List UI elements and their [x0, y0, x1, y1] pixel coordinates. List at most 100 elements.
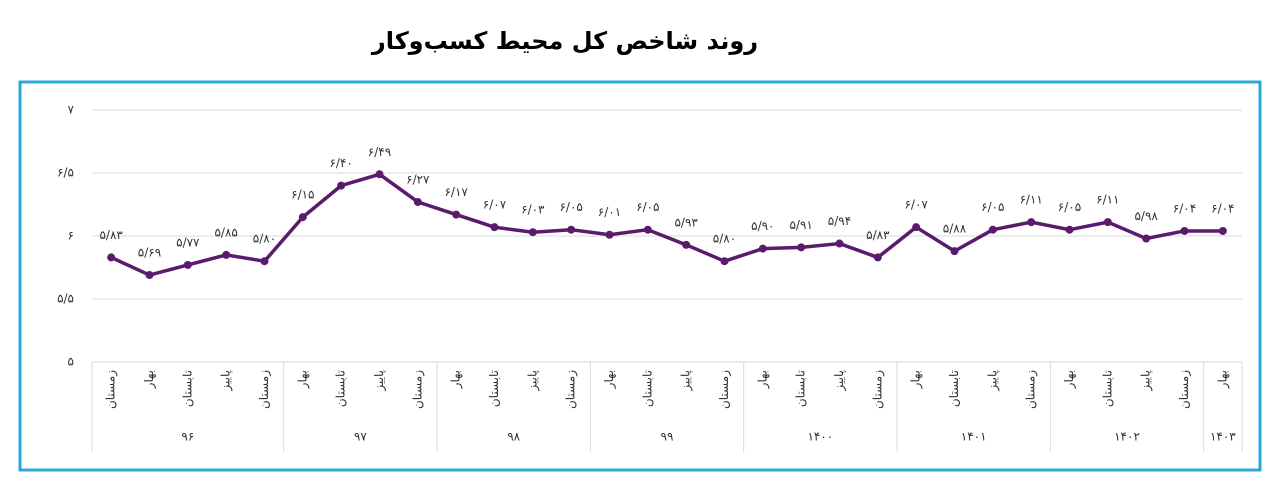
data-point: [797, 243, 806, 252]
data-point: [337, 181, 346, 190]
x-tick-label: بهار: [295, 370, 310, 389]
data-label: ۶/۱۱: [1019, 193, 1042, 207]
group-label: ۹۹: [661, 430, 674, 444]
data-point: [950, 247, 959, 256]
data-label: ۶/۰۷: [904, 198, 928, 212]
x-tick-label: بهار: [142, 370, 157, 389]
data-label: ۶/۱۱: [1096, 193, 1119, 207]
chart-frame: [18, 80, 1262, 472]
data-label: ۵/۸۰: [253, 232, 276, 246]
data-label: ۶/۴۰: [329, 156, 352, 170]
data-label: ۵/۸۳: [99, 228, 123, 242]
data-label: ۵/۸۵: [214, 225, 237, 239]
x-tick-label: پاییز: [832, 370, 847, 392]
data-label: ۶/۰۴: [1211, 201, 1234, 215]
data-point: [222, 250, 231, 259]
data-point: [835, 239, 844, 248]
x-tick-label: پاییز: [525, 370, 540, 392]
x-tick-label: بهار: [1215, 370, 1230, 389]
x-tick-label: زمستان: [410, 370, 425, 409]
data-point: [1180, 226, 1189, 235]
data-label: ۶/۱۵: [291, 188, 314, 202]
x-tick-label: بهار: [755, 370, 770, 389]
group-label: ۱۴۰۳: [1210, 430, 1236, 444]
x-tick-label: تابستان: [1100, 370, 1114, 407]
data-point: [145, 271, 154, 280]
chart-title: روند شاخص کل محیط کسب‌وکار: [371, 27, 758, 55]
data-label: ۵/۶۹: [138, 246, 161, 260]
data-line: [110, 172, 1223, 277]
group-label: ۹۷: [354, 430, 367, 444]
data-point: [107, 253, 116, 262]
group-label: ۹۸: [507, 430, 520, 444]
data-label: ۶/۰۳: [521, 203, 545, 217]
data-point: [490, 223, 499, 232]
data-point: [720, 257, 729, 266]
data-label: ۵/۸۳: [866, 228, 890, 242]
group-label: ۱۴۰۱: [961, 430, 987, 444]
data-label: ۵/۹۳: [674, 215, 698, 229]
data-label: ۶/۰۵: [981, 200, 1004, 214]
x-tick-label: پاییز: [985, 370, 1000, 392]
data-point: [375, 170, 384, 179]
x-tick-label: زمستان: [564, 370, 579, 409]
x-tick-label: زمستان: [870, 370, 885, 409]
x-tick-label: تابستان: [334, 370, 348, 407]
data-point: [452, 210, 461, 219]
data-label: ۶/۰۵: [636, 200, 659, 214]
data-label: ۵/۹۱: [789, 218, 812, 232]
y-tick-label: ۶: [68, 229, 74, 243]
x-tick-label: زمستان: [257, 370, 272, 409]
group-label: ۱۴۰۲: [1114, 430, 1140, 444]
x-tick-label: پاییز: [1139, 370, 1154, 392]
data-label: ۶/۰۵: [559, 200, 582, 214]
data-label: ۵/۷۷: [176, 235, 200, 249]
data-point: [1027, 218, 1036, 227]
data-label: ۶/۲۷: [406, 172, 430, 186]
data-label: ۵/۸۰: [713, 232, 736, 246]
data-point: [682, 240, 691, 249]
x-tick-label: تابستان: [947, 370, 961, 407]
data-point: [183, 260, 192, 269]
y-tick-label: ۵: [68, 355, 74, 369]
data-point: [260, 257, 269, 266]
data-point: [988, 225, 997, 234]
data-label: ۶/۴۹: [368, 145, 391, 159]
data-point: [1142, 234, 1151, 243]
x-tick-label: تابستان: [487, 370, 501, 407]
data-point: [298, 213, 307, 222]
data-label: ۶/۰۵: [1058, 200, 1081, 214]
data-point: [528, 228, 537, 237]
data-label: ۵/۹۰: [751, 219, 774, 233]
data-point: [605, 230, 614, 239]
data-label: ۶/۰۱: [598, 205, 621, 219]
data-point: [1103, 218, 1112, 227]
x-tick-label: زمستان: [717, 370, 732, 409]
data-point: [413, 197, 422, 206]
x-tick-label: زمستان: [104, 370, 119, 409]
group-label: ۱۴۰۰: [807, 430, 833, 444]
x-tick-label: بهار: [602, 370, 617, 389]
data-label: ۵/۹۸: [1134, 209, 1158, 223]
x-tick-label: پاییز: [219, 370, 234, 392]
group-label: ۹۶: [181, 430, 194, 444]
x-tick-label: بهار: [449, 370, 464, 389]
y-tick-label: ۶/۵: [57, 166, 74, 180]
data-point: [1218, 226, 1227, 235]
y-tick-label: ۵/۵: [57, 292, 74, 306]
data-point: [567, 225, 576, 234]
data-point: [758, 244, 767, 253]
x-tick-label: تابستان: [180, 370, 194, 407]
x-tick-label: پاییز: [679, 370, 694, 392]
data-point: [1065, 225, 1074, 234]
y-tick-label: ۷: [68, 103, 75, 117]
x-tick-label: بهار: [1062, 370, 1077, 389]
x-tick-label: پاییز: [372, 370, 387, 392]
x-tick-label: تابستان: [794, 370, 808, 407]
x-tick-label: زمستان: [1177, 370, 1192, 409]
data-label: ۶/۱۷: [444, 185, 468, 199]
x-tick-label: تابستان: [640, 370, 654, 407]
x-tick-label: زمستان: [1024, 370, 1039, 409]
x-tick-label: بهار: [909, 370, 924, 389]
